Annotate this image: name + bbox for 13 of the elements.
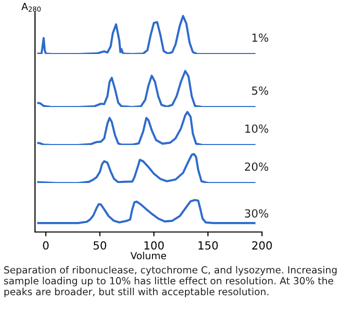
x-tick-label: 50 (94, 241, 106, 250)
x-tick-label: 100 (144, 241, 164, 250)
series-label: 5% (252, 86, 268, 95)
y-axis-title: A$_{280}$ (21, 2, 41, 12)
series-label: 10% (245, 124, 268, 133)
series-label: 20% (244, 162, 268, 171)
text: Separation of ribonuclease, cytochrome C, and lysozyme. Increasing sample loading up to 10% has little effect on resolution. At 30% the peaks are broader, but still with acceptable resolution. (4, 266, 337, 298)
x-axis-title: Volume (130, 252, 166, 260)
series-label: 1% (252, 33, 268, 42)
x-tick-label: 150 (198, 241, 218, 250)
x-tick-label: 0 (43, 241, 49, 250)
series-label: 30% (244, 209, 268, 218)
x-tick-label: 200 (252, 241, 272, 250)
